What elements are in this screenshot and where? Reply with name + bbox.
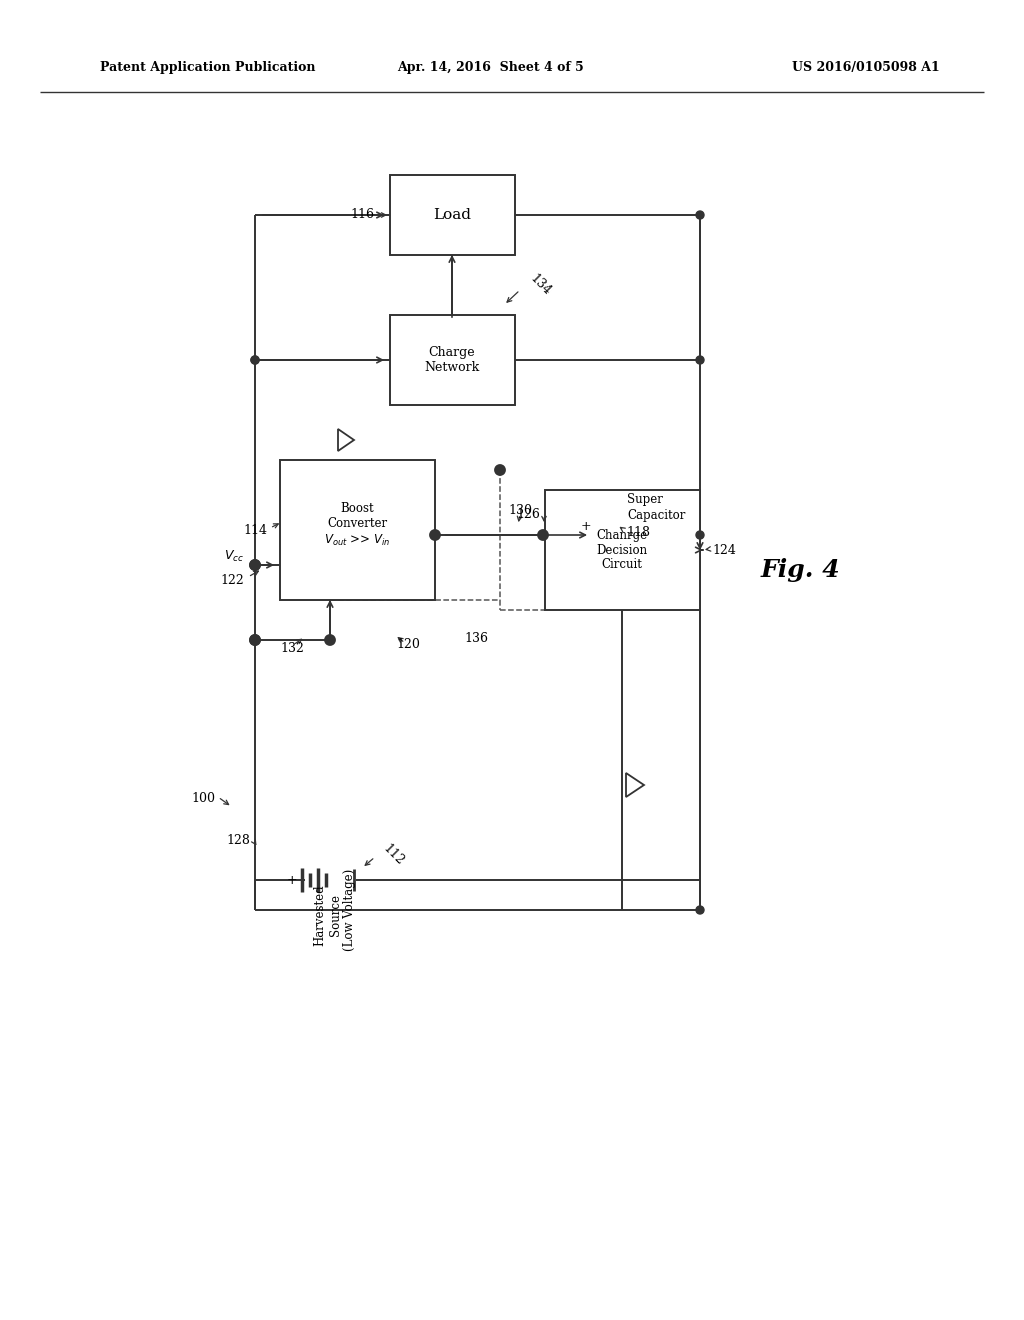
Text: Fig. 4: Fig. 4 bbox=[760, 558, 840, 582]
Text: Boost
Converter
$V_{out}$ >> $V_{in}$: Boost Converter $V_{out}$ >> $V_{in}$ bbox=[324, 503, 390, 548]
Circle shape bbox=[250, 560, 260, 570]
Text: (Low Voltage): (Low Voltage) bbox=[343, 869, 356, 952]
Text: 134: 134 bbox=[527, 272, 553, 298]
Circle shape bbox=[696, 356, 705, 364]
Circle shape bbox=[325, 635, 335, 645]
Text: 136: 136 bbox=[464, 631, 488, 644]
Text: +: + bbox=[287, 874, 297, 887]
Bar bbox=[390, 315, 515, 405]
Bar bbox=[390, 176, 515, 255]
Circle shape bbox=[696, 531, 705, 539]
Text: Apr. 14, 2016  Sheet 4 of 5: Apr. 14, 2016 Sheet 4 of 5 bbox=[396, 62, 584, 74]
Text: Load: Load bbox=[433, 209, 471, 222]
Text: Charge
Network: Charge Network bbox=[424, 346, 479, 374]
Text: 120: 120 bbox=[396, 639, 420, 652]
Text: $V_{cc}$: $V_{cc}$ bbox=[224, 548, 244, 564]
Circle shape bbox=[538, 531, 548, 540]
Circle shape bbox=[696, 211, 705, 219]
Text: +: + bbox=[581, 520, 591, 533]
Text: Super: Super bbox=[627, 494, 663, 507]
Text: 100: 100 bbox=[191, 792, 215, 804]
Circle shape bbox=[250, 635, 260, 645]
Text: Chanrge
Decision
Circuit: Chanrge Decision Circuit bbox=[596, 528, 647, 572]
Text: 122: 122 bbox=[220, 573, 244, 586]
Circle shape bbox=[251, 356, 259, 364]
Text: 132: 132 bbox=[280, 642, 304, 655]
Circle shape bbox=[250, 560, 260, 570]
Text: Harvested: Harvested bbox=[313, 884, 327, 946]
Text: 130: 130 bbox=[508, 503, 532, 516]
Circle shape bbox=[251, 356, 259, 364]
Text: Patent Application Publication: Patent Application Publication bbox=[100, 62, 315, 74]
Circle shape bbox=[696, 906, 705, 913]
Circle shape bbox=[250, 635, 260, 645]
Text: 112: 112 bbox=[380, 842, 407, 869]
Text: 126: 126 bbox=[516, 508, 540, 521]
Circle shape bbox=[495, 465, 505, 475]
Text: 116: 116 bbox=[350, 209, 374, 222]
Circle shape bbox=[430, 531, 440, 540]
Text: 118: 118 bbox=[626, 525, 650, 539]
Text: 114: 114 bbox=[243, 524, 267, 536]
Text: Capacitor: Capacitor bbox=[627, 510, 685, 523]
Bar bbox=[545, 490, 700, 610]
Text: Source: Source bbox=[329, 894, 341, 936]
Text: 128: 128 bbox=[226, 833, 250, 846]
Text: US 2016/0105098 A1: US 2016/0105098 A1 bbox=[793, 62, 940, 74]
Text: 124: 124 bbox=[712, 544, 736, 557]
Bar bbox=[280, 459, 435, 601]
